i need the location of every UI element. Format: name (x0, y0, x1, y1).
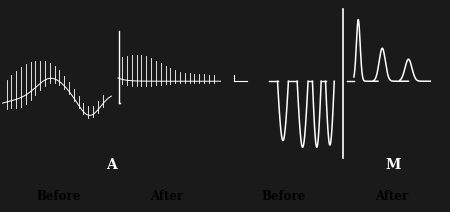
Text: M: M (386, 158, 401, 172)
Text: After: After (375, 190, 408, 203)
Text: Before: Before (261, 190, 306, 203)
Text: Before: Before (36, 190, 81, 203)
Text: A: A (106, 158, 117, 172)
Text: After: After (150, 190, 183, 203)
